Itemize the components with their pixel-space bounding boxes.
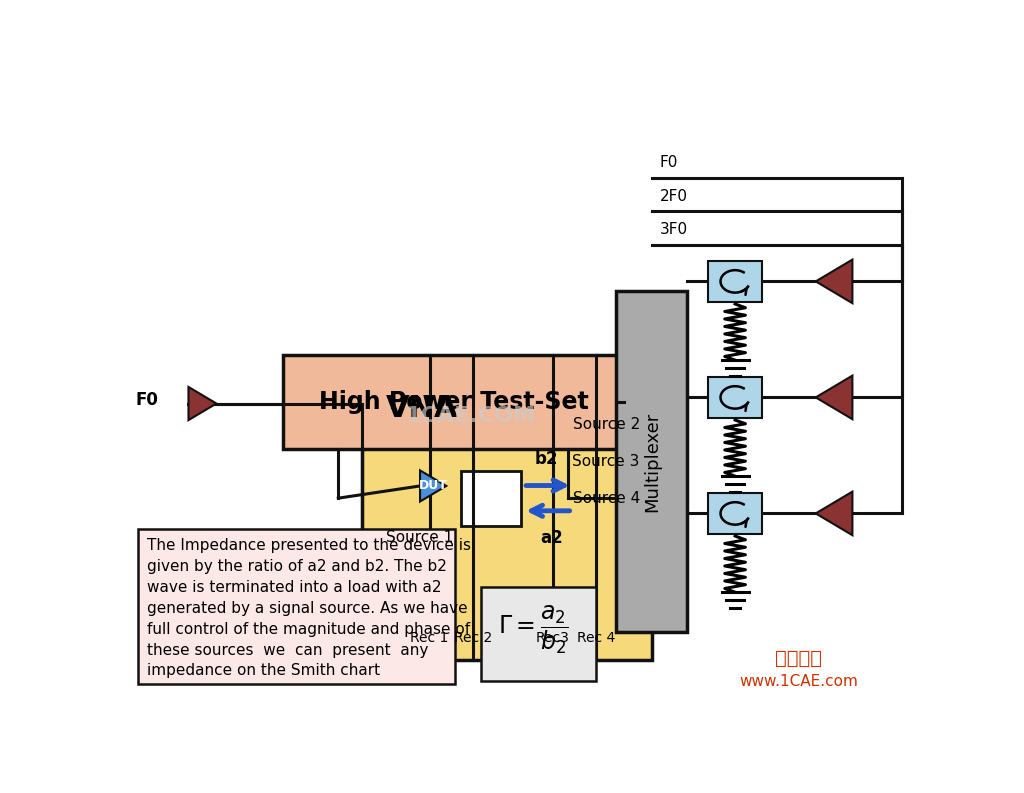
Bar	[709, 377, 762, 418]
Polygon shape	[816, 376, 852, 419]
Polygon shape	[188, 387, 216, 420]
Text: F0: F0	[659, 155, 678, 170]
Bar	[137, 529, 455, 684]
Text: 2F0: 2F0	[659, 189, 688, 204]
Text: 1CAE.COM: 1CAE.COM	[406, 406, 536, 426]
Text: VNA: VNA	[386, 394, 459, 423]
Text: 仿真在线: 仿真在线	[775, 649, 822, 668]
Text: Multiplexer: Multiplexer	[643, 412, 660, 511]
Text: impedance on the Smith chart: impedance on the Smith chart	[147, 664, 380, 679]
Text: www.1CAE.com: www.1CAE.com	[739, 674, 858, 689]
Text: The Impedance presented to the device is: The Impedance presented to the device is	[147, 538, 471, 553]
Text: full control of the magnitude and phase of: full control of the magnitude and phase …	[147, 622, 470, 637]
Text: High Power Test-Set: High Power Test-Set	[318, 390, 588, 414]
Text: Source 2: Source 2	[572, 417, 640, 432]
Bar	[362, 379, 651, 660]
Polygon shape	[816, 492, 852, 535]
Text: $\Gamma = \dfrac{a_2}{b_2}$: $\Gamma = \dfrac{a_2}{b_2}$	[498, 603, 568, 656]
Bar	[709, 261, 762, 302]
Bar	[481, 587, 596, 681]
Text: F0: F0	[136, 392, 159, 409]
Text: 3F0: 3F0	[659, 222, 688, 237]
Text: Rec 4: Rec 4	[578, 630, 615, 645]
Polygon shape	[420, 470, 446, 501]
Text: wave is terminated into a load with a2: wave is terminated into a load with a2	[147, 580, 441, 595]
Text: DUT: DUT	[419, 480, 447, 492]
Text: Source 4: Source 4	[572, 491, 640, 506]
Polygon shape	[816, 259, 852, 303]
Text: given by the ratio of a2 and b2. The b2: given by the ratio of a2 and b2. The b2	[147, 559, 446, 574]
Bar	[709, 492, 762, 534]
Bar	[461, 471, 521, 526]
Bar	[283, 354, 624, 450]
Bar	[616, 290, 687, 633]
Text: Source 1: Source 1	[386, 531, 454, 546]
Text: generated by a signal source. As we have: generated by a signal source. As we have	[147, 600, 468, 615]
Text: b2: b2	[536, 450, 559, 469]
Text: a2: a2	[541, 529, 563, 547]
Text: Source 3: Source 3	[572, 454, 640, 469]
Text: Rec3: Rec3	[536, 630, 569, 645]
Text: Rec 2: Rec 2	[454, 630, 493, 645]
Text: these sources  we  can  present  any: these sources we can present any	[147, 642, 428, 657]
Text: Rec 1: Rec 1	[411, 630, 449, 645]
